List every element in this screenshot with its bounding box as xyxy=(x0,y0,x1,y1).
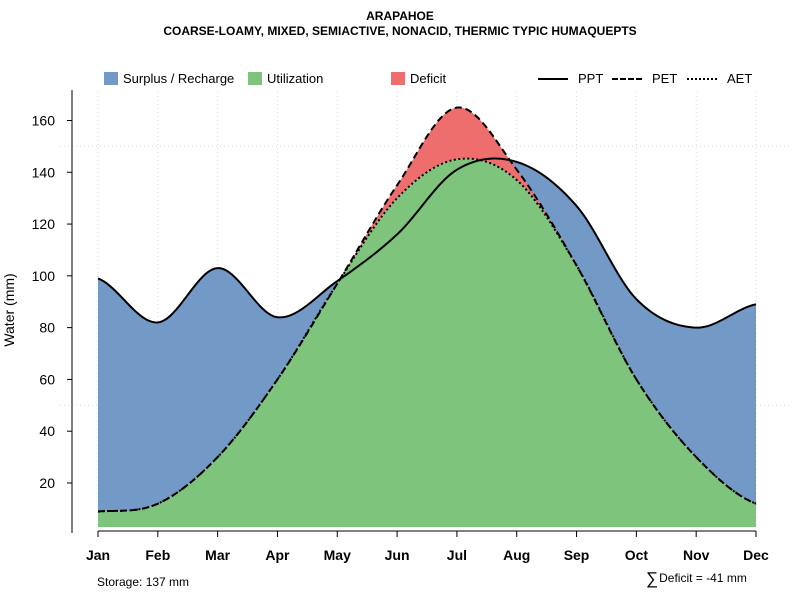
aet-line-swatch xyxy=(687,77,717,80)
y-axis-label: Water (mm) xyxy=(1,273,17,346)
legend-utilization-label: Utilization xyxy=(267,71,324,86)
x-tick-label-oct: Oct xyxy=(625,547,649,563)
pet-line-swatch xyxy=(612,77,642,80)
x-tick-label-jan: Jan xyxy=(86,547,110,563)
legend-utilization: Utilization xyxy=(248,71,323,86)
deficit-note: ∑Deficit = -41 mm xyxy=(646,569,747,589)
y-tick-label-160: 160 xyxy=(32,112,56,128)
surplus-area xyxy=(98,158,756,512)
x-tick-label-may: May xyxy=(324,547,351,563)
x-tick-label-apr: Apr xyxy=(265,547,290,563)
utilization-swatch xyxy=(248,72,262,85)
surplus-swatch xyxy=(104,72,118,85)
y-tick-label-120: 120 xyxy=(32,216,56,232)
x-tick-label-dec: Dec xyxy=(743,547,769,563)
legend-surplus-label: Surplus / Recharge xyxy=(123,71,235,86)
legend-ppt-label: PPT xyxy=(578,71,604,86)
x-tick-label-jun: Jun xyxy=(385,547,410,563)
ppt-line-swatch xyxy=(538,77,568,80)
legend-pet: PET xyxy=(612,71,677,86)
ppt-line xyxy=(97,157,757,329)
deficit-note-text: Deficit = -41 mm xyxy=(659,571,747,585)
y-tick-label-140: 140 xyxy=(32,164,56,180)
x-tick-label-jul: Jul xyxy=(447,547,467,563)
sigma-symbol: ∑ xyxy=(646,569,659,588)
utilization-area xyxy=(98,158,756,527)
y-tick-label-20: 20 xyxy=(39,475,55,491)
chart-title: ARAPAHOE xyxy=(366,9,434,23)
deficit-swatch xyxy=(391,72,405,85)
legend-deficit-label: Deficit xyxy=(410,71,447,86)
legend-ppt: PPT xyxy=(538,71,603,86)
legend-aet-label: AET xyxy=(727,71,753,86)
chart-subtitle: COARSE-LOAMY, MIXED, SEMIACTIVE, NONACID… xyxy=(163,24,637,38)
y-tick-label-40: 40 xyxy=(39,423,55,439)
y-tick-label-60: 60 xyxy=(39,371,55,387)
legend-deficit: Deficit xyxy=(391,71,446,86)
x-tick-label-mar: Mar xyxy=(205,547,230,563)
legend-aet: AET xyxy=(687,71,752,86)
x-tick-label-sep: Sep xyxy=(564,547,590,563)
legend-surplus: Surplus / Recharge xyxy=(104,71,234,86)
x-tick-label-aug: Aug xyxy=(503,547,530,563)
storage-note: Storage: 137 mm xyxy=(97,575,190,589)
aet-line xyxy=(97,157,757,513)
x-tick-label-feb: Feb xyxy=(145,547,170,563)
legend-pet-label: PET xyxy=(652,71,678,86)
y-tick-label-80: 80 xyxy=(39,320,55,336)
x-tick-label-nov: Nov xyxy=(683,547,710,563)
y-tick-label-100: 100 xyxy=(32,268,56,284)
